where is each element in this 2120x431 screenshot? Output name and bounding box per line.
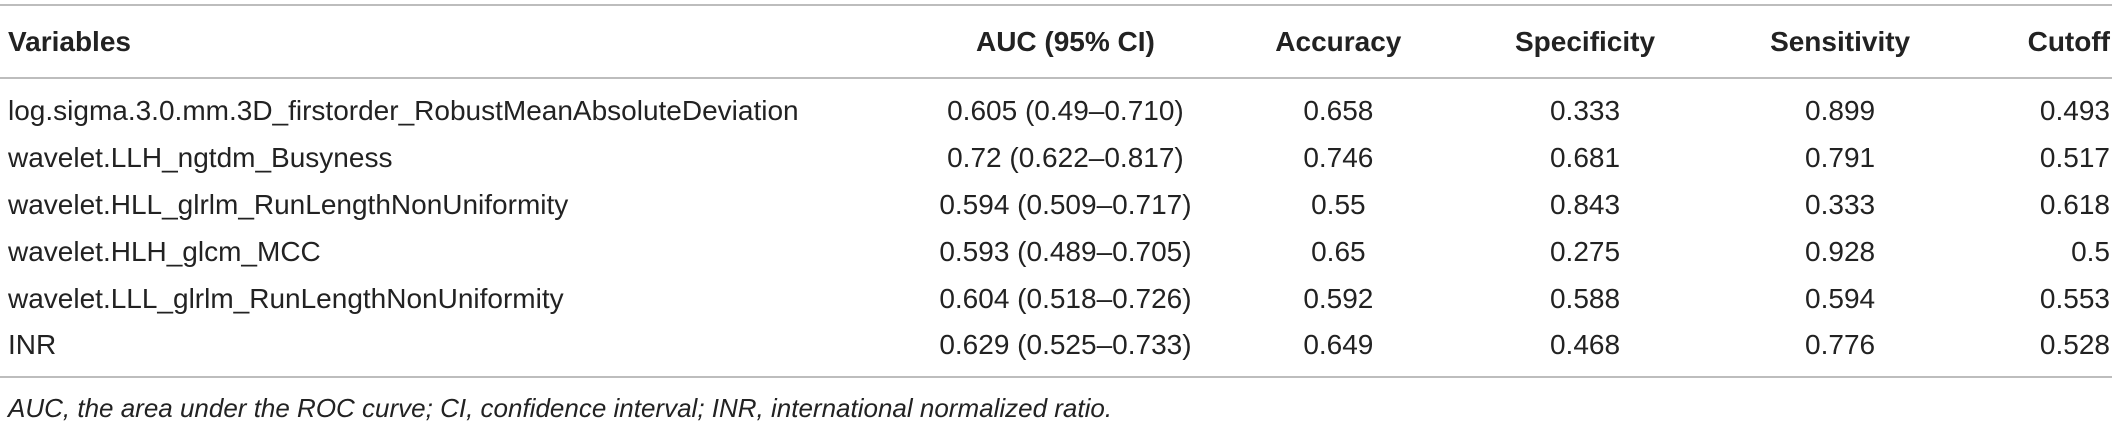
header-sensitivity: Sensitivity (1710, 4, 1970, 79)
cell-auc: 0.594 (0.509–0.717) (939, 188, 1192, 220)
cell-auc: 0.604 (0.518–0.726) (939, 282, 1192, 314)
cell-accuracy: 0.746 (1303, 141, 1374, 173)
cell-accuracy: 0.65 (1311, 235, 1366, 267)
cell-specificity: 0.588 (1549, 282, 1621, 314)
cell-accuracy: 0.649 (1217, 322, 1460, 378)
cell-variable: wavelet.LLL_glrlm_RunLengthNonUniformity (8, 282, 564, 314)
cell-variable: INR (0, 322, 914, 378)
table-row: INR 0.629 (0.525–0.733) 0.649 0.468 0.77… (0, 322, 2112, 378)
cell-cutoff: 0.493 (2039, 95, 2110, 126)
header-specificity: Specificity (1459, 4, 1711, 79)
cell-cutoff: 0.553 (2039, 282, 2110, 314)
table-row: wavelet.HLL_glrlm_RunLengthNonUniformity… (0, 181, 2112, 228)
table-row: wavelet.HLH_glcm_MCC 0.593 (0.489–0.705)… (0, 228, 2112, 275)
cell-accuracy: 0.592 (1303, 282, 1374, 314)
cell-sensitivity: 0.594 (1805, 282, 1876, 314)
cell-variable: wavelet.HLL_glrlm_RunLengthNonUniformity (8, 188, 569, 220)
table-header-row: Variables AUC (95% CI) Accuracy Specific… (0, 4, 2112, 79)
cell-sensitivity: 0.333 (1805, 188, 1876, 220)
cell-specificity: 0.275 (1549, 235, 1621, 267)
cell-accuracy: 0.658 (1303, 95, 1374, 126)
cell-accuracy: 0.55 (1311, 188, 1366, 220)
cell-cutoff: 0.528 (1969, 322, 2112, 378)
table-row: wavelet.LLL_glrlm_RunLengthNonUniformity… (0, 275, 2112, 322)
results-table: Variables AUC (95% CI) Accuracy Specific… (0, 4, 2112, 378)
header-auc: AUC (95% CI) (913, 4, 1218, 79)
cell-cutoff: 0.618 (2039, 188, 2110, 220)
cell-sensitivity: 0.928 (1805, 235, 1876, 267)
header-accuracy: Accuracy (1217, 4, 1460, 79)
cell-variable: wavelet.LLH_ngtdm_Busyness (8, 141, 393, 173)
cell-auc: 0.593 (0.489–0.705) (939, 235, 1192, 267)
cell-specificity: 0.468 (1459, 322, 1711, 378)
header-variables: Variables (0, 4, 914, 79)
cell-sensitivity: 0.776 (1710, 322, 1970, 378)
cell-cutoff: 0.5 (2071, 235, 2110, 267)
cell-specificity: 0.333 (1549, 95, 1621, 126)
cell-sensitivity: 0.899 (1805, 95, 1876, 126)
table-row: log.sigma.3.0.mm.3D_firstorder_RobustMea… (0, 78, 2112, 134)
cell-cutoff: 0.517 (2039, 141, 2110, 173)
cell-sensitivity: 0.791 (1805, 141, 1876, 173)
cell-auc: 0.605 (0.49–0.710) (947, 95, 1184, 126)
table-row: wavelet.LLH_ngtdm_Busyness 0.72 (0.622–0… (0, 134, 2112, 181)
table-footnote: AUC, the area under the ROC curve; CI, c… (8, 393, 1113, 423)
cell-auc: 0.629 (0.525–0.733) (913, 322, 1218, 378)
header-cutoff: Cutoff (1969, 4, 2112, 79)
cell-specificity: 0.843 (1549, 188, 1621, 220)
cell-variable: log.sigma.3.0.mm.3D_firstorder_RobustMea… (8, 95, 799, 126)
cell-specificity: 0.681 (1549, 141, 1621, 173)
cell-variable: wavelet.HLH_glcm_MCC (8, 235, 321, 267)
cell-auc: 0.72 (0.622–0.817) (947, 141, 1184, 173)
